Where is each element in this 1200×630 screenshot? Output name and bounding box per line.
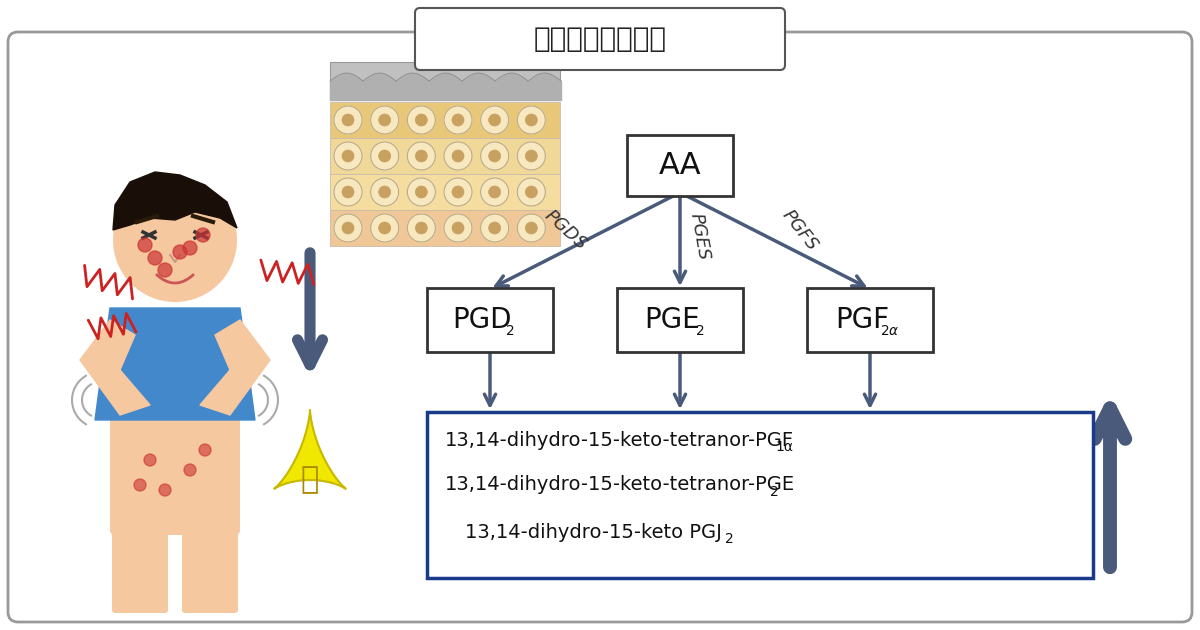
- Circle shape: [415, 114, 427, 126]
- Circle shape: [526, 222, 538, 234]
- Circle shape: [517, 214, 545, 242]
- Circle shape: [371, 214, 398, 242]
- Circle shape: [371, 142, 398, 170]
- Circle shape: [488, 186, 500, 198]
- Circle shape: [517, 106, 545, 134]
- Polygon shape: [80, 320, 150, 415]
- Circle shape: [342, 186, 354, 198]
- Circle shape: [452, 150, 464, 162]
- Circle shape: [379, 186, 391, 198]
- FancyBboxPatch shape: [330, 102, 560, 138]
- Circle shape: [517, 142, 545, 170]
- Circle shape: [481, 142, 509, 170]
- Text: PGF: PGF: [835, 306, 889, 334]
- Text: AA: AA: [659, 151, 701, 180]
- Circle shape: [415, 222, 427, 234]
- Circle shape: [481, 106, 509, 134]
- Circle shape: [138, 238, 152, 252]
- Circle shape: [342, 114, 354, 126]
- Text: $_{2\alpha}$: $_{2\alpha}$: [880, 319, 900, 338]
- Polygon shape: [95, 308, 256, 420]
- Circle shape: [488, 222, 500, 234]
- FancyBboxPatch shape: [617, 288, 743, 352]
- Circle shape: [407, 214, 436, 242]
- Circle shape: [182, 241, 197, 255]
- FancyBboxPatch shape: [628, 134, 733, 195]
- Circle shape: [184, 464, 196, 476]
- Circle shape: [407, 142, 436, 170]
- Text: $_2$: $_2$: [505, 319, 515, 338]
- Circle shape: [334, 106, 362, 134]
- Text: 2: 2: [725, 532, 733, 546]
- FancyBboxPatch shape: [330, 62, 560, 100]
- Text: 13,14-dihydro-15-keto-tetranor-PGE: 13,14-dihydro-15-keto-tetranor-PGE: [445, 476, 796, 495]
- Circle shape: [452, 222, 464, 234]
- Circle shape: [415, 186, 427, 198]
- Circle shape: [134, 479, 146, 491]
- Circle shape: [481, 178, 509, 206]
- Circle shape: [517, 178, 545, 206]
- Circle shape: [444, 142, 472, 170]
- Circle shape: [452, 186, 464, 198]
- Text: アトピー性皮膚炎: アトピー性皮膚炎: [534, 25, 666, 53]
- Circle shape: [158, 263, 172, 277]
- Polygon shape: [113, 172, 238, 230]
- Polygon shape: [200, 320, 270, 415]
- Text: 13,14-dihydro-15-keto PGJ: 13,14-dihydro-15-keto PGJ: [466, 522, 722, 542]
- FancyBboxPatch shape: [182, 512, 238, 613]
- Circle shape: [334, 178, 362, 206]
- Circle shape: [158, 484, 172, 496]
- Circle shape: [452, 114, 464, 126]
- Circle shape: [334, 214, 362, 242]
- Circle shape: [407, 178, 436, 206]
- FancyBboxPatch shape: [330, 210, 560, 246]
- FancyBboxPatch shape: [427, 412, 1093, 578]
- FancyBboxPatch shape: [330, 138, 560, 174]
- FancyBboxPatch shape: [427, 288, 553, 352]
- Circle shape: [407, 106, 436, 134]
- Circle shape: [173, 245, 187, 259]
- Circle shape: [379, 222, 391, 234]
- FancyBboxPatch shape: [110, 410, 240, 535]
- FancyBboxPatch shape: [330, 174, 560, 210]
- Text: PGDS: PGDS: [540, 207, 589, 253]
- Text: PGES: PGES: [688, 212, 713, 262]
- FancyBboxPatch shape: [415, 8, 785, 70]
- Circle shape: [526, 186, 538, 198]
- Text: PGD: PGD: [452, 306, 511, 334]
- Text: 13,14-dihydro-15-keto-tetranor-PGF: 13,14-dihydro-15-keto-tetranor-PGF: [445, 430, 794, 449]
- Circle shape: [196, 228, 210, 242]
- Circle shape: [148, 251, 162, 265]
- Circle shape: [444, 214, 472, 242]
- FancyBboxPatch shape: [808, 288, 934, 352]
- Text: 尿: 尿: [301, 466, 319, 495]
- Circle shape: [199, 444, 211, 456]
- Circle shape: [342, 150, 354, 162]
- FancyBboxPatch shape: [112, 512, 168, 613]
- Circle shape: [415, 150, 427, 162]
- Circle shape: [379, 114, 391, 126]
- Circle shape: [444, 106, 472, 134]
- Circle shape: [444, 178, 472, 206]
- Circle shape: [526, 150, 538, 162]
- Text: $_2$: $_2$: [695, 319, 704, 338]
- Circle shape: [371, 106, 398, 134]
- Circle shape: [488, 114, 500, 126]
- Circle shape: [113, 178, 238, 302]
- Circle shape: [379, 150, 391, 162]
- Circle shape: [526, 114, 538, 126]
- Circle shape: [342, 222, 354, 234]
- Text: 1α: 1α: [775, 440, 793, 454]
- Circle shape: [488, 150, 500, 162]
- Circle shape: [334, 142, 362, 170]
- Circle shape: [144, 454, 156, 466]
- Circle shape: [371, 178, 398, 206]
- Text: PGE: PGE: [644, 306, 700, 334]
- FancyBboxPatch shape: [8, 32, 1192, 622]
- Text: 2: 2: [770, 485, 779, 499]
- Polygon shape: [275, 410, 346, 489]
- Circle shape: [481, 214, 509, 242]
- Text: PGFS: PGFS: [779, 206, 822, 254]
